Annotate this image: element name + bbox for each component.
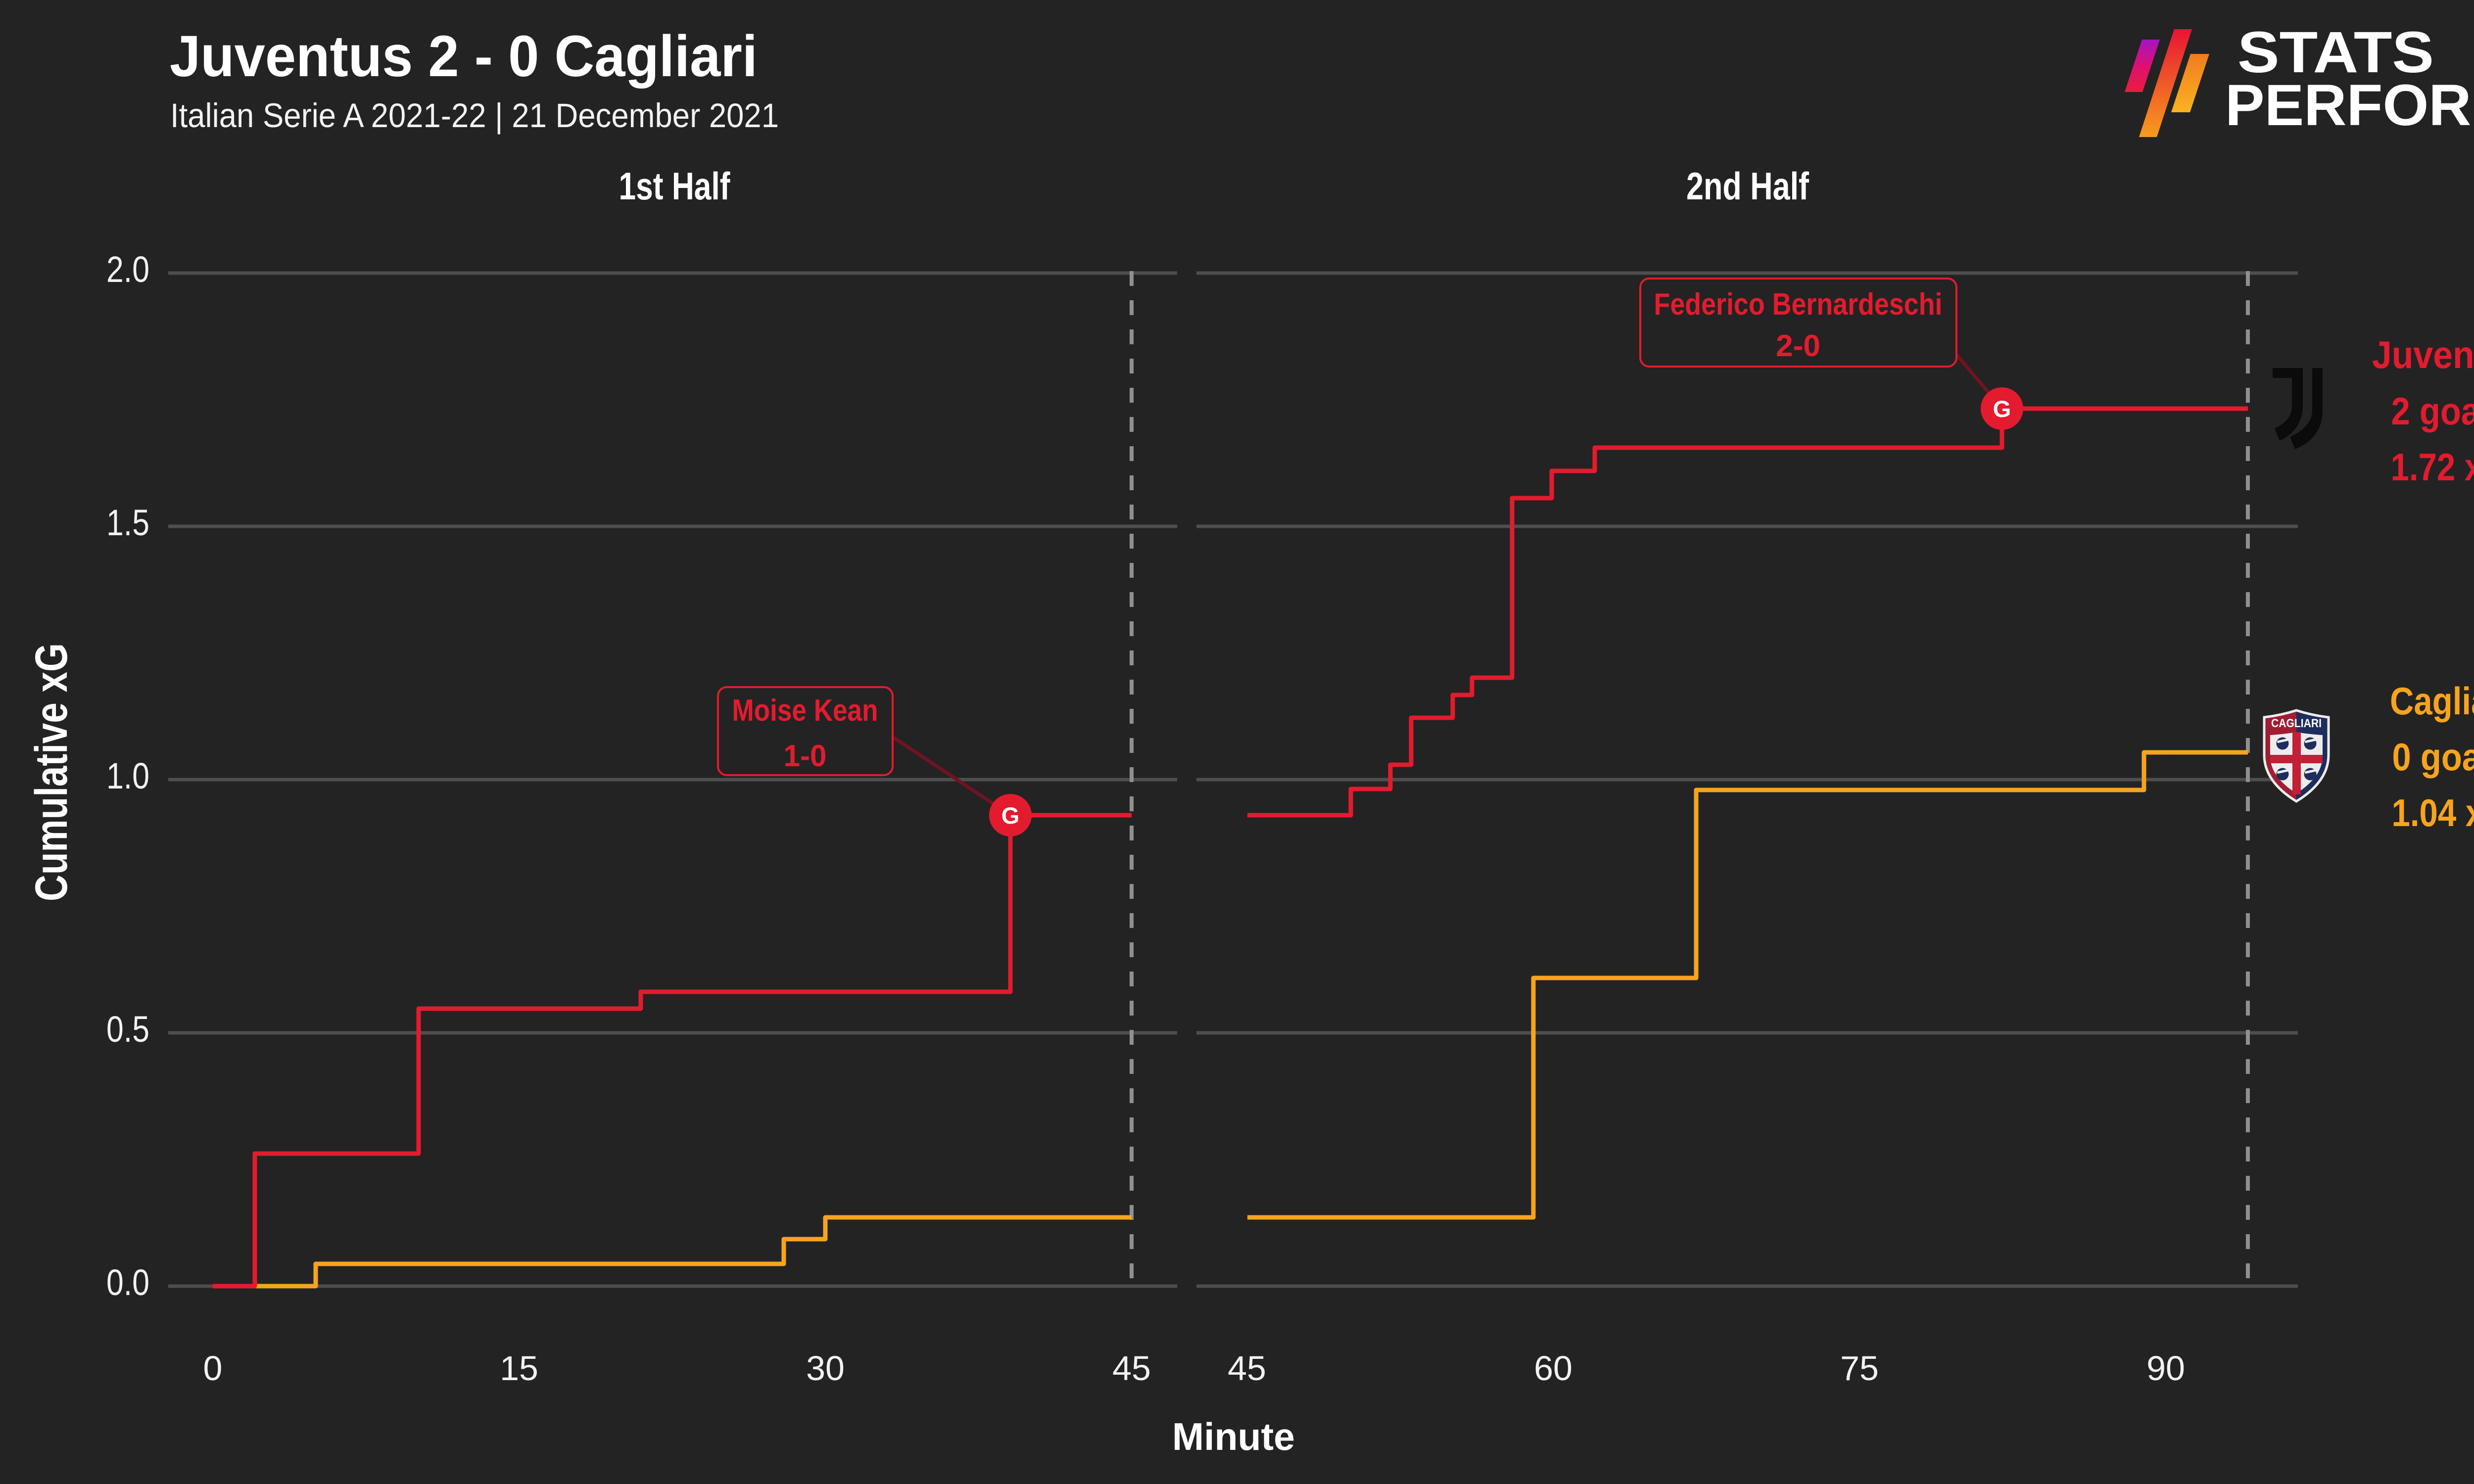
svg-text:0: 0 [203,1349,223,1388]
svg-text:1.0: 1.0 [106,755,149,796]
svg-text:Cumulative xG: Cumulative xG [26,643,77,901]
svg-text:90: 90 [2146,1349,2185,1388]
svg-text:CAGLIARI: CAGLIARI [2271,717,2322,730]
svg-text:45: 45 [1228,1349,1266,1388]
svg-text:Minute: Minute [1172,1415,1295,1458]
svg-text:STATS: STATS [2237,20,2434,85]
svg-text:1st Half: 1st Half [619,164,731,208]
svg-text:Juventus 2 - 0 Cagliari: Juventus 2 - 0 Cagliari [170,24,758,89]
svg-text:0 goals: 0 goals [2392,735,2474,779]
svg-text:G: G [1993,396,2011,422]
svg-text:2nd Half: 2nd Half [1686,164,1809,208]
svg-text:1-0: 1-0 [784,739,827,773]
svg-text:45: 45 [1112,1349,1151,1388]
svg-text:75: 75 [1840,1349,1879,1388]
svg-text:Italian Serie A 2021-22 | 21 D: Italian Serie A 2021-22 | 21 December 20… [170,96,779,135]
svg-text:PERFORM: PERFORM [2225,73,2474,138]
svg-text:Moise Kean: Moise Kean [732,694,878,728]
svg-text:Cagliari: Cagliari [2390,679,2474,723]
svg-text:1.72 xG: 1.72 xG [2391,445,2474,489]
svg-text:0.5: 0.5 [106,1009,149,1050]
svg-text:1.04 xG: 1.04 xG [2392,791,2474,835]
svg-text:2.0: 2.0 [106,249,149,290]
svg-text:0.0: 0.0 [106,1262,149,1303]
svg-text:Juventus: Juventus [2372,333,2474,376]
svg-text:2 goals: 2 goals [2391,389,2474,433]
svg-text:Federico Bernardeschi: Federico Bernardeschi [1654,287,1943,322]
svg-text:1.5: 1.5 [106,502,149,543]
svg-text:2-0: 2-0 [1776,329,1820,363]
svg-text:15: 15 [500,1349,538,1388]
svg-text:30: 30 [806,1349,845,1388]
svg-text:60: 60 [1534,1349,1572,1388]
svg-text:G: G [1001,802,1020,829]
